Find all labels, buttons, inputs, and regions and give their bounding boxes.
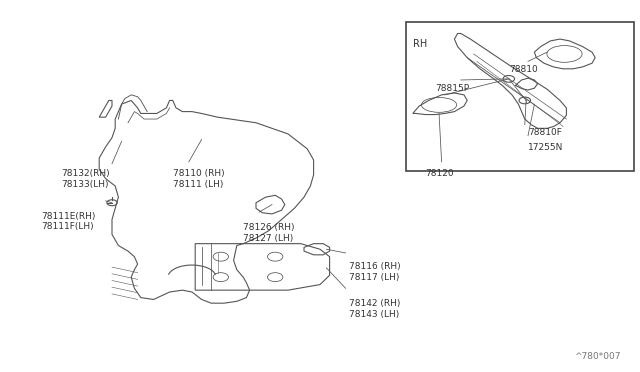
Text: 78142 (RH)
78143 (LH): 78142 (RH) 78143 (LH): [349, 299, 400, 319]
Text: RH: RH: [413, 39, 427, 49]
Text: ^780*007: ^780*007: [574, 352, 621, 361]
Text: 78120: 78120: [426, 169, 454, 178]
Text: 17255N: 17255N: [528, 143, 563, 152]
Text: 78810F: 78810F: [528, 128, 562, 137]
Text: 78126 (RH)
78127 (LH): 78126 (RH) 78127 (LH): [243, 223, 294, 243]
Bar: [406, 22, 634, 171]
Text: 78810: 78810: [509, 65, 538, 74]
Text: 78111E(RH)
78111F(LH): 78111E(RH) 78111F(LH): [42, 212, 96, 231]
Text: 78116 (RH)
78117 (LH): 78116 (RH) 78117 (LH): [349, 262, 401, 282]
Text: 78132(RH)
78133(LH): 78132(RH) 78133(LH): [61, 169, 109, 189]
Text: 78110 (RH)
78111 (LH): 78110 (RH) 78111 (LH): [173, 169, 225, 189]
Text: 78815P: 78815P: [435, 84, 469, 93]
